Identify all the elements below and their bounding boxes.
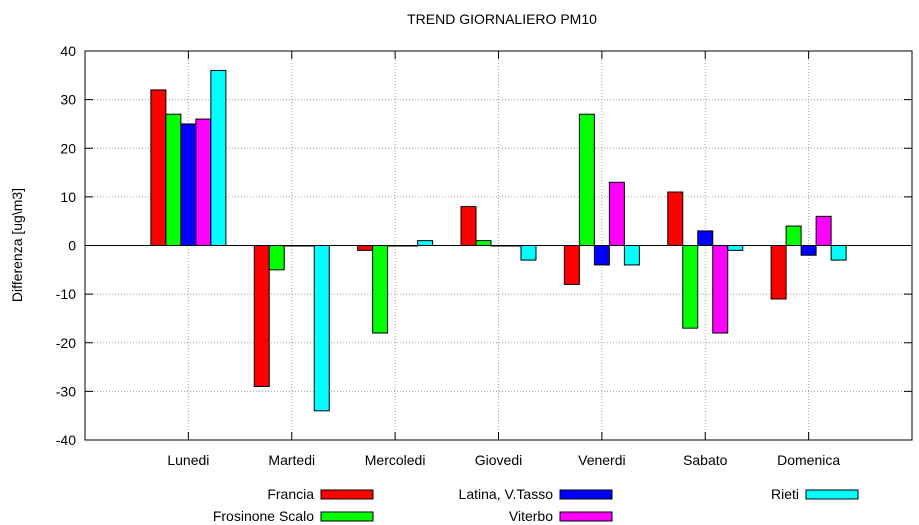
legend: Francia Frosinone Scalo Latina, V.Tasso Vit… [213, 486, 859, 524]
bar-rieti [313, 245, 330, 412]
y-axis-label: Differenza [ug\m3] [9, 188, 25, 302]
legend-label: Viterbo [509, 508, 553, 524]
bar-rieti [520, 245, 537, 261]
bar-francia [460, 206, 477, 247]
bar-rieti [830, 245, 847, 261]
bar-latina-v-tasso [697, 230, 714, 247]
bar-frosinone-scalo [682, 245, 699, 329]
y-tick-label: 0 [68, 238, 76, 254]
bar-latina-v-tasso [593, 245, 610, 266]
y-tick-label: 20 [60, 140, 76, 156]
bar-rieti [727, 245, 744, 251]
bar-francia [667, 191, 684, 246]
legend-swatch [559, 489, 613, 500]
legend-swatch [320, 511, 374, 522]
bar-latina-v-tasso [800, 245, 817, 256]
bar-viterbo [712, 245, 729, 334]
bar-frosinone-scalo [268, 245, 285, 271]
bar-frosinone-scalo [165, 113, 182, 247]
grid-layer [85, 51, 912, 440]
bar-viterbo [195, 118, 212, 246]
x-tick-label: Mercoledi [365, 452, 426, 468]
bar-latina-v-tasso [180, 123, 197, 246]
bar-francia [563, 245, 580, 285]
bar-frosinone-scalo [372, 245, 389, 334]
bar-rieti [417, 240, 434, 246]
legend-label: Latina, V.Tasso [459, 486, 554, 502]
legend-swatch [320, 489, 374, 500]
axes-layer: -40 -30 -20 -10 0 10 20 30 40 Lunedi Martedi Mercol… [56, 43, 913, 468]
y-tick-label: -20 [56, 335, 76, 351]
legend-label: Frosinone Scalo [213, 508, 314, 524]
legend-label: Francia [267, 486, 314, 502]
bar-frosinone-scalo [578, 113, 595, 247]
bar-francia [770, 245, 787, 300]
y-tick-label: 30 [60, 92, 76, 108]
bar-frosinone-scalo [475, 240, 492, 246]
plot-border [84, 50, 913, 441]
legend-swatch [805, 489, 859, 500]
y-tick-label: -40 [56, 432, 76, 448]
x-tick-label: Lunedi [167, 452, 209, 468]
chart-title: TREND GIORNALIERO PM10 [407, 11, 597, 27]
bar-rieti [623, 245, 640, 266]
y-tick-label: 10 [60, 189, 76, 205]
x-tick-label: Martedi [268, 452, 315, 468]
x-tick-label: Sabato [683, 452, 728, 468]
bar-francia [150, 89, 167, 247]
bar-viterbo [608, 181, 625, 247]
legend-label: Rieti [771, 486, 799, 502]
x-tick-label: Giovedi [475, 452, 522, 468]
bars-layer [150, 69, 847, 412]
bar-francia [357, 245, 374, 251]
legend-swatch [559, 511, 613, 522]
y-tick-label: 40 [60, 43, 76, 59]
bar-rieti [210, 69, 227, 246]
bar-viterbo [815, 215, 832, 246]
x-tick-label: Venerdi [578, 452, 625, 468]
bar-frosinone-scalo [785, 225, 802, 247]
y-tick-label: -10 [56, 286, 76, 302]
y-tick-label: -30 [56, 383, 76, 399]
bar-francia [253, 245, 270, 388]
x-tick-label: Domenica [777, 452, 840, 468]
